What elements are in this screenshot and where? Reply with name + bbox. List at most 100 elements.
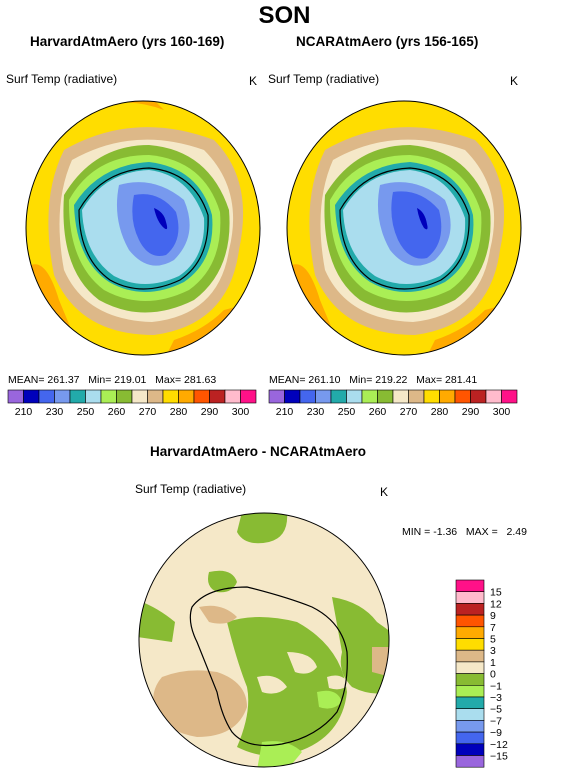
diff-max-label: MAX = [465,526,498,538]
page-title: SON [258,2,311,29]
left-colorbar-swatch [240,389,257,404]
left-colorbar-swatch [69,389,86,404]
diff-colorbar-tick-label: 15 [490,587,502,599]
diff-colorbar-tick-label: 7 [490,622,496,634]
diff-colorbar-tick-label: −7 [490,715,502,727]
right-panel-stats: MEAN= 261.10 Min= 219.22 Max= 281.41 [269,374,477,386]
diff-colorbar-tick-label: 0 [490,669,496,681]
right-colorbar-swatch [284,389,301,404]
right-polar-map [286,100,522,356]
right-colorbar-swatch [268,389,285,404]
diff-colorbar-tick-label: 12 [490,598,502,610]
left-max-label: Max= [155,374,182,386]
diff-colorbar-swatch [455,661,485,674]
diff-polar-map [138,512,390,768]
left-colorbar-tick-label: 280 [170,406,188,418]
left-colorbar-swatch [147,389,164,404]
left-colorbar-swatch [162,389,179,404]
left-colorbar: 210 230 250 260 270 280 290 300 [7,389,257,418]
left-colorbar-tick-label: 260 [108,406,126,418]
left-colorbar-swatch [224,389,241,404]
diff-colorbar-swatch [455,708,485,721]
diff-colorbar-swatch [455,626,485,639]
left-colorbar-tick-label: 290 [201,406,219,418]
right-colorbar-swatch [408,389,425,404]
diff-colorbar-swatch [455,755,485,768]
diff-colorbar-swatch [455,720,485,733]
right-min-value: 219.22 [375,374,408,386]
diff-colorbar-swatch [455,731,485,745]
right-colorbar-tick-label: 260 [369,406,387,418]
left-colorbar-tick-label: 270 [139,406,157,418]
right-colorbar-swatch [330,389,347,404]
left-colorbar-tick-label: 300 [232,406,250,418]
right-mean-label: MEAN= [269,374,306,386]
left-min-value: 219.01 [114,374,147,386]
left-mean-value: 261.37 [47,374,80,386]
left-colorbar-swatch [85,389,102,404]
diff-colorbar-swatch [455,696,485,709]
diff-colorbar-swatch [455,673,485,686]
left-min-label: Min= [88,374,112,386]
right-colorbar-swatch [315,389,332,404]
right-colorbar-swatch [501,389,518,404]
diff-min-value: -1.36 [433,526,458,538]
diff-max-value: 2.49 [506,526,527,538]
diff-colorbar-tick-label: 1 [490,657,496,669]
left-polar-map [25,100,261,356]
diff-colorbar-tick-label: 3 [490,645,496,657]
diff-colorbar-tick-label: −5 [490,704,502,716]
diff-colorbar-swatch [455,743,485,756]
diff-colorbar-swatch [455,579,485,592]
left-colorbar-swatch [100,389,117,404]
right-colorbar-tick-label: 290 [462,406,480,418]
right-colorbar-swatch [485,389,502,404]
right-colorbar-tick-label: 210 [276,406,294,418]
right-colorbar-swatch [377,389,394,404]
left-panel-title: HarvardAtmAero (yrs 160-169) [30,34,225,49]
diff-colorbar-tick-label: 9 [490,610,496,622]
left-colorbar-swatch [193,389,210,404]
left-colorbar-swatch [116,389,133,404]
right-colorbar-tick-label: 250 [338,406,356,418]
right-colorbar-tick-label: 280 [431,406,449,418]
right-colorbar-swatch [470,389,487,404]
diff-colorbar-tick-label: −3 [490,692,502,704]
right-panel-title: NCARAtmAero (yrs 156-165) [296,34,479,49]
right-colorbar-swatch [361,389,378,404]
diff-panel-title: HarvardAtmAero - NCARAtmAero [150,444,367,459]
left-max-value: 281.63 [184,374,217,386]
left-colorbar-swatch [7,389,24,404]
left-colorbar-tick-label: 210 [15,406,33,418]
right-colorbar-swatch [423,389,440,404]
right-colorbar: 210 230 250 260 270 280 290 300 [268,389,518,418]
right-max-value: 281.41 [445,374,478,386]
left-colorbar-swatch [131,389,148,404]
diff-colorbar-tick-label: −1 [490,680,502,692]
left-colorbar-swatch [23,389,40,404]
diff-colorbar-tick-label: 5 [490,634,496,646]
right-colorbar-tick-label: 230 [307,406,325,418]
right-colorbar-swatch [392,389,409,404]
diff-panel-units: K [380,485,389,499]
right-colorbar-swatch [346,389,363,404]
diff-panel-variable: Surf Temp (radiative) [135,482,247,496]
diff-colorbar-tick-label: −15 [490,751,508,763]
right-panel-variable: Surf Temp (radiative) [268,72,380,86]
left-panel-units: K [249,74,258,88]
left-colorbar-swatch [178,389,195,404]
diff-colorbar-swatch [455,614,485,628]
diff-colorbar-swatch [455,591,485,604]
diff-colorbar-tick-label: −12 [490,739,508,751]
left-colorbar-swatch [209,389,226,404]
diff-colorbar-swatch [455,685,485,698]
right-min-label: Min= [349,374,373,386]
left-colorbar-swatch [38,389,55,404]
right-colorbar-swatch [454,389,471,404]
diff-panel-stats: MIN = -1.36 MAX = 2.49 [402,526,527,538]
left-panel-stats: MEAN= 261.37 Min= 219.01 Max= 281.63 [8,374,216,386]
diff-colorbar-tick-label: −9 [490,727,502,739]
right-panel-units: K [510,74,519,88]
right-mean-value: 261.10 [308,374,341,386]
